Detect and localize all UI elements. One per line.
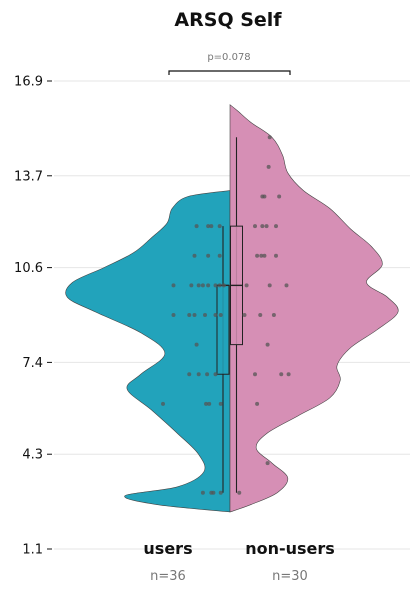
category-label-users: users — [143, 539, 192, 558]
data-point-non-users — [255, 401, 260, 406]
violin-non-users — [229, 104, 399, 513]
data-point-users — [192, 313, 197, 317]
data-point-users — [209, 224, 214, 229]
data-point-users — [171, 283, 176, 288]
violin-users — [65, 190, 231, 513]
data-point-non-users — [237, 490, 242, 495]
data-point-non-users — [266, 164, 271, 169]
data-point-non-users — [264, 224, 269, 229]
data-point-non-users — [267, 283, 272, 288]
data-point-non-users — [262, 253, 267, 258]
significance-bracket — [168, 70, 291, 75]
data-point-users — [187, 313, 192, 317]
data-point-non-users — [253, 224, 257, 229]
data-point-users — [206, 253, 211, 258]
data-point-non-users — [277, 194, 282, 199]
chart-title: ARSQ Self — [174, 9, 282, 31]
data-point-non-users — [271, 313, 276, 317]
data-point-users — [213, 283, 218, 288]
box-layer — [216, 137, 243, 493]
data-point-non-users — [242, 313, 247, 317]
category-label-non-users: non-users — [245, 539, 335, 558]
data-point-users — [217, 224, 222, 229]
y-tick-label: 16.9 — [14, 75, 43, 90]
data-point-non-users — [253, 372, 257, 377]
data-point-users — [218, 401, 223, 406]
y-tick-label: 7.4 — [22, 356, 43, 371]
data-point-users — [218, 490, 223, 495]
data-point-users — [213, 372, 218, 377]
data-point-non-users — [274, 253, 278, 258]
category-labels: users n=36 non-users n=30 — [143, 539, 334, 584]
data-point-users — [194, 224, 199, 229]
data-point-non-users — [279, 372, 284, 377]
data-point-users — [171, 313, 176, 317]
data-point-non-users — [267, 135, 272, 140]
y-tick-label: 13.7 — [14, 169, 43, 184]
data-point-non-users — [265, 342, 270, 347]
data-point-users — [196, 372, 201, 377]
data-point-users — [217, 253, 222, 258]
data-point-non-users — [262, 194, 267, 199]
data-point-users — [192, 253, 197, 258]
data-point-users — [217, 283, 222, 288]
p-value-label: p=0.078 — [207, 52, 250, 63]
data-point-users — [196, 283, 201, 288]
y-tick-label: 1.1 — [22, 543, 43, 558]
data-point-users — [189, 283, 194, 288]
sample-size-non-users: n=30 — [272, 569, 308, 584]
sample-size-users: n=36 — [150, 569, 186, 584]
data-point-users — [161, 401, 165, 406]
data-point-non-users — [286, 372, 291, 377]
data-point-users — [206, 224, 211, 229]
y-tick-label: 10.6 — [14, 261, 43, 276]
data-point-non-users — [260, 224, 265, 229]
data-point-users — [187, 372, 192, 377]
data-point-non-users — [274, 224, 278, 229]
data-point-non-users — [258, 313, 263, 317]
data-point-non-users — [259, 253, 264, 258]
violin-layer — [65, 104, 399, 513]
data-point-users — [204, 401, 209, 406]
y-tick-label: 4.3 — [22, 448, 43, 463]
significance-annotation: p=0.078 — [168, 52, 291, 75]
data-point-users — [205, 372, 210, 377]
data-point-users — [221, 283, 226, 288]
point-layer — [161, 135, 291, 495]
data-point-users — [200, 490, 205, 495]
data-point-users — [213, 313, 218, 317]
data-point-non-users — [284, 283, 289, 288]
data-point-users — [207, 401, 212, 406]
y-axis: 1.1 4.3 7.4 10.6 13.7 16.9 — [14, 75, 52, 558]
data-point-non-users — [244, 283, 249, 288]
data-point-users — [218, 313, 223, 317]
data-point-users — [209, 490, 214, 495]
data-point-non-users — [255, 253, 260, 258]
data-point-users — [194, 342, 199, 347]
box-users — [216, 284, 230, 375]
data-point-non-users — [265, 461, 270, 466]
data-point-users — [200, 283, 205, 288]
data-point-users — [203, 313, 207, 317]
data-point-users — [206, 283, 211, 288]
